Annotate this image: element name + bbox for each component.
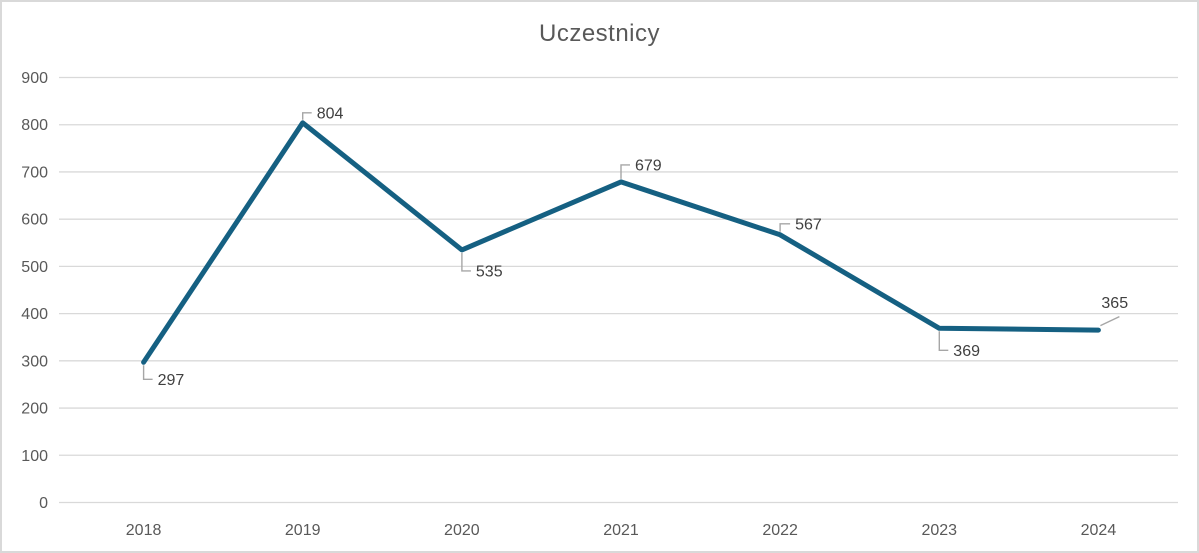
- series-line: [141, 120, 1101, 365]
- data-label: 369: [953, 343, 980, 360]
- data-label-leader-line: [779, 223, 791, 232]
- data-label-leader-line: [620, 164, 630, 179]
- x-axis-category-label: 2018: [126, 522, 162, 539]
- data-label-leader-line: [461, 252, 471, 272]
- y-axis-tick-label: 700: [21, 164, 48, 181]
- chart-title: Uczestnicy: [538, 20, 661, 47]
- y-axis-tick-label: 100: [21, 448, 48, 465]
- y-axis-tick-label: 300: [21, 353, 48, 370]
- y-axis-tick-label: 600: [21, 212, 48, 229]
- data-label: 567: [795, 216, 822, 233]
- y-axis-tick-label: 500: [21, 259, 48, 276]
- x-axis-category-label: 2019: [285, 522, 321, 539]
- data-label-leader-line: [142, 365, 153, 380]
- x-axis-category-label: 2021: [603, 522, 639, 539]
- data-label-leader-line: [302, 112, 312, 120]
- x-axis-category-label: 2024: [1081, 522, 1117, 539]
- data-label-leader-line: [938, 331, 949, 351]
- y-axis-tick-label: 200: [21, 401, 48, 418]
- x-axis-category-label: 2020: [444, 522, 480, 539]
- x-axis-category-label: 2023: [921, 522, 957, 539]
- x-axis-category-label: 2022: [762, 522, 798, 539]
- y-axis-tick-label: 400: [21, 306, 48, 323]
- y-axis-tick-label: 0: [39, 495, 48, 512]
- data-label: 535: [476, 263, 503, 280]
- y-axis-tick-label: 800: [21, 117, 48, 134]
- data-label: 679: [635, 157, 662, 174]
- data-label: 804: [317, 105, 344, 122]
- data-label-leader-line: [1100, 315, 1120, 327]
- data-label: 297: [158, 372, 185, 389]
- data-label: 365: [1101, 295, 1128, 312]
- y-axis-tick-label: 900: [21, 70, 48, 87]
